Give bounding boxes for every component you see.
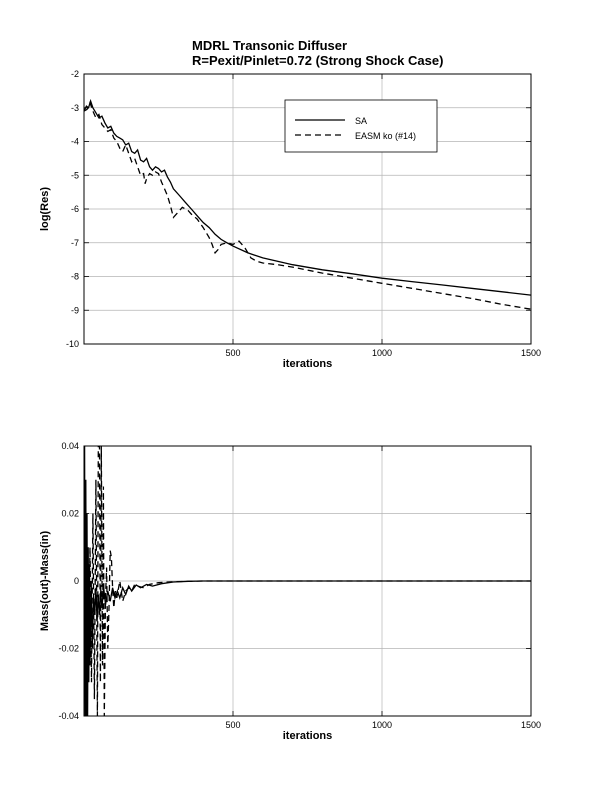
- legend-label-easm: EASM ko (#14): [355, 131, 416, 141]
- residual-plot: -10 -9 -8 -7 -6 -5 -4 -3 -2 500 1000 1500 iterations…: [39, 69, 541, 370]
- figure-title-line2: R=Pexit/Pinlet=0.72 (Strong Shock Case): [192, 53, 443, 68]
- y-tick-label: 0: [74, 576, 79, 586]
- tick-marks: [84, 445, 532, 717]
- y-tick-label: -8: [71, 272, 79, 282]
- x-tick-label: 1500: [521, 348, 541, 358]
- y-axis-label: log(Res): [39, 187, 51, 231]
- y-axis-label: Mass(out)-Mass(in): [39, 531, 51, 632]
- y-tick-label: -5: [71, 170, 79, 180]
- legend-label-sa: SA: [355, 116, 367, 126]
- y-tick-label: -2: [71, 69, 79, 79]
- legend: SA EASM ko (#14): [284, 99, 438, 153]
- x-tick-label: 1000: [372, 720, 392, 730]
- series-line-easm: [84, 100, 531, 310]
- y-tick-label: -0.02: [58, 644, 79, 654]
- y-tick-label: -4: [71, 137, 79, 147]
- x-tick-label: 500: [225, 720, 240, 730]
- y-tick-label: -0.04: [58, 711, 79, 721]
- y-tick-label: 0.04: [61, 441, 79, 451]
- series-line-easm: [84, 446, 531, 716]
- y-tick-label: -10: [66, 339, 79, 349]
- y-tick-label: -7: [71, 238, 79, 248]
- y-tick-label: -9: [71, 305, 79, 315]
- y-tick-label: -3: [71, 103, 79, 113]
- x-axis-label: iterations: [283, 730, 333, 742]
- y-tick-label: -6: [71, 204, 79, 214]
- legend-box: [284, 99, 438, 153]
- x-tick-label: 500: [225, 348, 240, 358]
- x-axis-label: iterations: [283, 358, 333, 370]
- x-tick-label: 1000: [372, 348, 392, 358]
- figure-title-line1: MDRL Transonic Diffuser: [192, 38, 347, 53]
- series-line-sa: [84, 98, 531, 296]
- tick-marks: [84, 73, 532, 345]
- y-tick-label: 0.02: [61, 509, 79, 519]
- x-tick-label: 1500: [521, 720, 541, 730]
- mass-balance-plot: -0.04 -0.02 0 0.02 0.04 500 1000 1500 iterations…: [39, 441, 541, 742]
